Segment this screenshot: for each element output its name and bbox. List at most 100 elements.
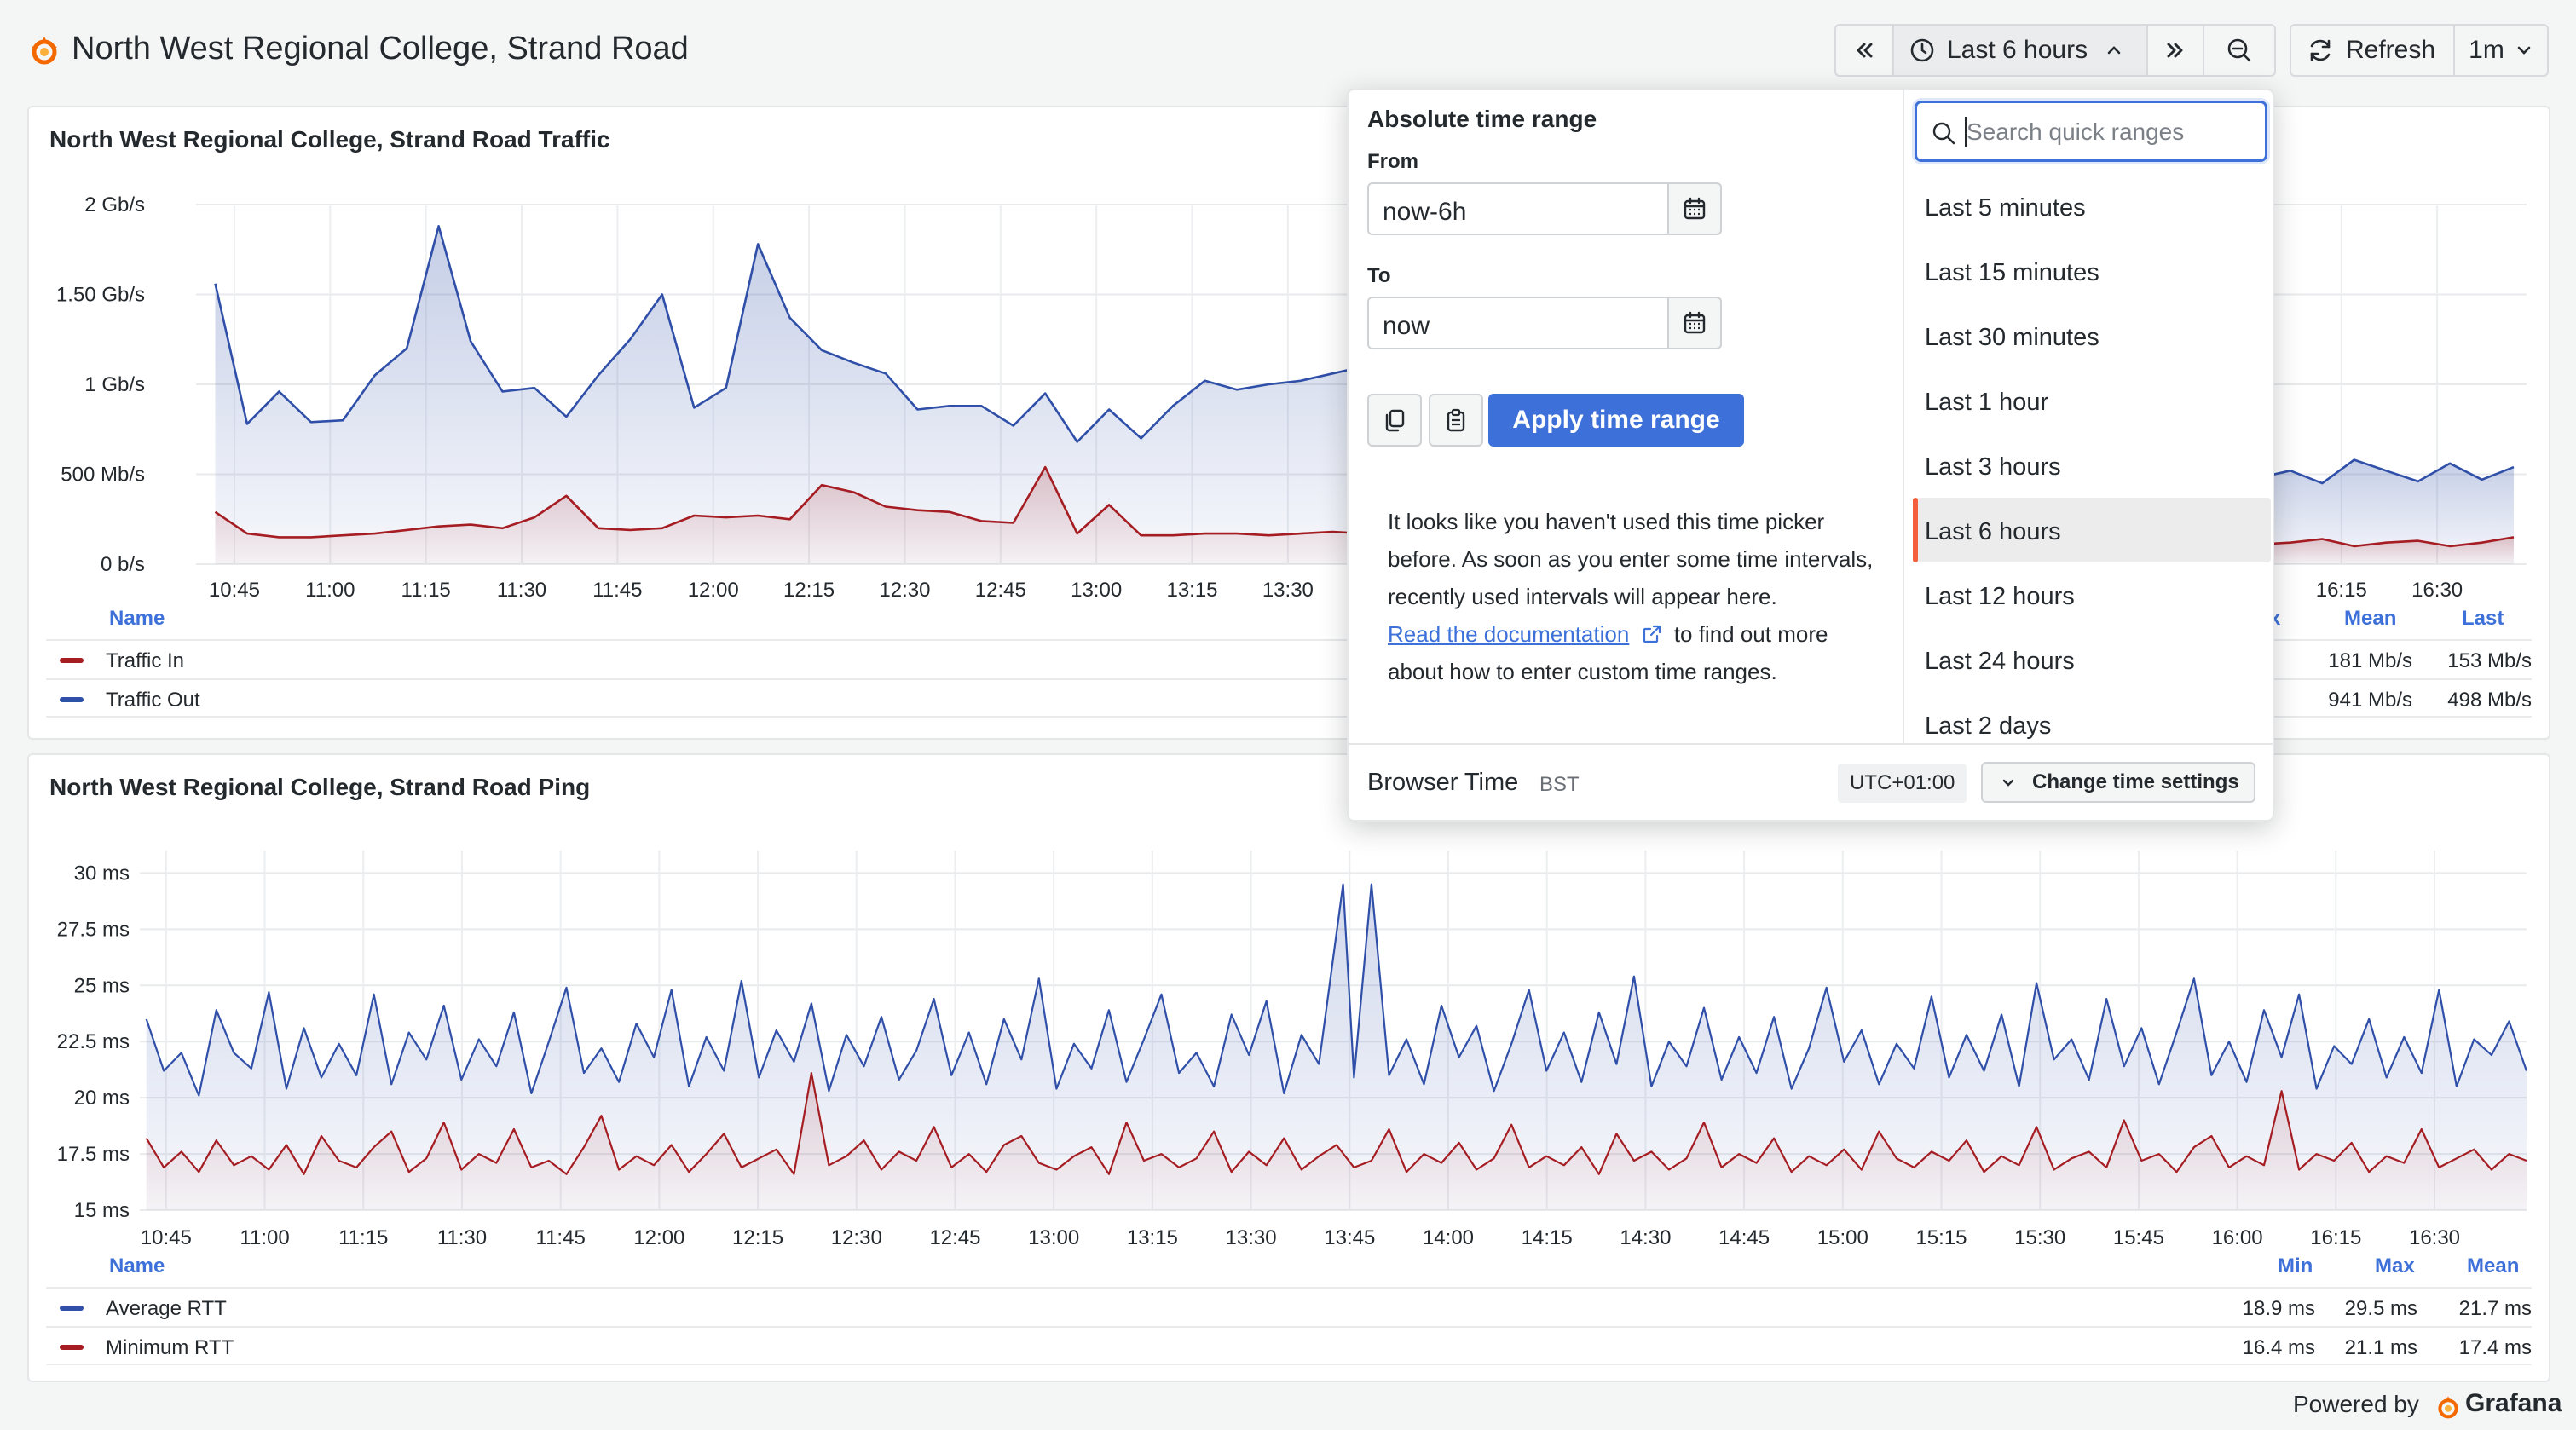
- zoom-out-button[interactable]: [2203, 24, 2276, 77]
- quick-range-item[interactable]: Last 6 hours: [1913, 498, 2271, 562]
- legend-header-last[interactable]: Last: [2462, 607, 2504, 630]
- traffic-in-area: [215, 467, 1365, 564]
- to-calendar-button[interactable]: [1667, 297, 1722, 349]
- x-tick-label: 11:45: [536, 1226, 586, 1249]
- from-calendar-button[interactable]: [1667, 182, 1722, 235]
- legend-series-name: Minimum RTT: [106, 1336, 234, 1359]
- y-tick-label: 22.5 ms: [57, 1030, 130, 1053]
- legend-last-value: 498 Mb/s: [2447, 689, 2532, 712]
- legend-mean-value: 21.7 ms: [2458, 1297, 2532, 1320]
- legend-last-value: 153 Mb/s: [2447, 649, 2532, 672]
- chevron-down-icon: [2002, 779, 2014, 787]
- time-picker-help-text: It looks like you haven't used this time…: [1388, 503, 1882, 690]
- from-input[interactable]: now-6h: [1367, 182, 1722, 235]
- utc-offset-badge: UTC+01:00: [1838, 764, 1967, 803]
- legend-min-value: 18.9 ms: [2242, 1297, 2315, 1320]
- shift-time-back-button[interactable]: [1834, 24, 1894, 77]
- grafana-brand-text[interactable]: Grafana: [2465, 1389, 2562, 1417]
- legend-series-name: Traffic In: [106, 649, 185, 672]
- legend-row-traffic-in[interactable]: Traffic In s 181 Mb/s 153 Mb/s: [46, 639, 2532, 678]
- to-input[interactable]: now: [1367, 297, 1722, 349]
- legend-header-mean[interactable]: Mean: [2344, 607, 2397, 630]
- time-picker-footer: Browser Time BST UTC+01:00 Change time s…: [1349, 743, 2273, 822]
- quick-range-item[interactable]: Last 24 hours: [1925, 648, 2075, 675]
- legend-series-name: Traffic Out: [106, 689, 200, 712]
- grafana-logo-icon[interactable]: [2434, 1394, 2462, 1421]
- traffic-out-fragment-line: [2258, 458, 2515, 485]
- x-tick-label: 11:30: [437, 1226, 487, 1249]
- y-tick-label: 1.50 Gb/s: [56, 284, 145, 307]
- x-tick-label: 13:15: [1127, 1226, 1178, 1249]
- powered-by-text: Powered by: [2293, 1391, 2419, 1417]
- refresh-button[interactable]: Refresh: [2290, 24, 2455, 77]
- help-text-body: It looks like you haven't used this time…: [1388, 509, 1874, 609]
- chevron-up-icon: [2107, 46, 2121, 55]
- legend-row-average-rtt[interactable]: Average RTT 18.9 ms 29.5 ms 21.7 ms: [46, 1287, 2532, 1326]
- legend-row-minimum-rtt[interactable]: Minimum RTT 16.4 ms 21.1 ms 17.4 ms: [46, 1326, 2532, 1365]
- refresh-interval-select[interactable]: 1m: [2453, 24, 2549, 77]
- x-tick-label: 11:00: [305, 579, 355, 602]
- minimum-rtt-swatch: [60, 1345, 84, 1350]
- quick-range-item[interactable]: Last 12 hours: [1925, 583, 2075, 610]
- quick-range-item[interactable]: Last 30 minutes: [1925, 324, 2099, 351]
- x-tick-label: 11:30: [497, 579, 546, 602]
- time-zone-abbr: BST: [1539, 773, 1580, 796]
- time-picker-popup: Absolute time range From now-6h To now A…: [1347, 89, 2274, 822]
- clock-icon: [1910, 38, 1934, 62]
- ping-chart[interactable]: 15 ms 17.5 ms 20 ms 22.5 ms 25 ms 27.5 ms 30 m…: [29, 755, 2552, 1263]
- chevron-down-icon: [2517, 46, 2531, 55]
- refresh-interval-label: 1m: [2469, 36, 2504, 64]
- x-tick-label: 13:00: [1028, 1226, 1079, 1249]
- x-tick-label: 12:15: [783, 579, 835, 602]
- legend-header-mean[interactable]: Mean: [2467, 1254, 2520, 1277]
- y-tick-label: 25 ms: [74, 974, 130, 997]
- legend-header-max[interactable]: Max: [2375, 1254, 2415, 1277]
- legend-mean-value: 941 Mb/s: [2328, 689, 2412, 712]
- traffic-in-swatch: [60, 658, 84, 663]
- y-tick-label: 27.5 ms: [57, 918, 130, 941]
- legend-header-min[interactable]: Min: [2278, 1254, 2313, 1277]
- apply-time-range-button[interactable]: Apply time range: [1488, 394, 1744, 447]
- y-tick-label: 17.5 ms: [57, 1143, 130, 1166]
- time-range-picker-button[interactable]: Last 6 hours: [1892, 24, 2148, 77]
- x-tick-label: 14:00: [1423, 1226, 1474, 1249]
- average-rtt-area: [146, 884, 2527, 1210]
- quick-range-item[interactable]: Last 1 hour: [1925, 389, 2049, 416]
- x-tick-label: 13:30: [1262, 579, 1314, 602]
- x-tick-label: 16:15: [2316, 579, 2367, 602]
- traffic-in-fragment-line: [2258, 536, 2515, 548]
- x-tick-label: 12:45: [929, 1226, 980, 1249]
- grafana-logo-icon[interactable]: [27, 34, 61, 68]
- calendar-icon: [1684, 197, 1706, 220]
- legend-row-traffic-out[interactable]: Traffic Out s 941 Mb/s 498 Mb/s: [46, 678, 2532, 718]
- quick-range-item[interactable]: Last 5 minutes: [1925, 194, 2086, 222]
- y-tick-label: 15 ms: [74, 1199, 130, 1222]
- legend-max-value: 21.1 ms: [2344, 1336, 2417, 1359]
- help-text-suffix: to find out more about how to enter cust…: [1388, 621, 1828, 684]
- quick-ranges-section: Search quick ranges Last 5 minutes Last 1…: [1903, 90, 2274, 743]
- ping-panel-title[interactable]: North West Regional College, Strand Road…: [49, 774, 591, 800]
- chevrons-left-icon: [1857, 43, 1873, 58]
- browser-time-label: Browser Time: [1367, 769, 1519, 796]
- calendar-icon: [1684, 311, 1706, 334]
- copy-time-range-button[interactable]: [1367, 394, 1422, 447]
- ping-panel: North West Regional College, Strand Road…: [27, 753, 2550, 1382]
- text-caret: [1965, 117, 1967, 147]
- read-documentation-link[interactable]: Read the documentation: [1388, 621, 1630, 647]
- change-time-settings-button[interactable]: Change time settings: [1981, 762, 2255, 803]
- paste-time-range-button[interactable]: [1429, 394, 1483, 447]
- traffic-in-fragment-area: [2258, 537, 2514, 564]
- legend-header-name[interactable]: Name: [109, 1254, 165, 1277]
- traffic-panel-title[interactable]: North West Regional College, Strand Road…: [49, 126, 610, 153]
- quick-range-item[interactable]: Last 3 hours: [1925, 453, 2061, 481]
- shift-time-forward-button[interactable]: [2146, 24, 2204, 77]
- quick-ranges-search-input[interactable]: Search quick ranges: [1915, 101, 2267, 162]
- quick-range-item[interactable]: Last 2 days: [1925, 712, 2052, 740]
- time-range-label: Last 6 hours: [1947, 36, 2088, 64]
- clipboard-icon: [1447, 408, 1465, 432]
- quick-range-item[interactable]: Last 15 minutes: [1925, 259, 2099, 286]
- x-tick-label: 16:15: [2310, 1226, 2361, 1249]
- legend-header-name[interactable]: Name: [109, 607, 165, 630]
- refresh-icon: [2310, 39, 2331, 61]
- traffic-chart[interactable]: 0 b/s 500 Mb/s 1 Gb/s 1.50 Gb/s 2 Gb/s 10:45 1…: [29, 107, 2552, 619]
